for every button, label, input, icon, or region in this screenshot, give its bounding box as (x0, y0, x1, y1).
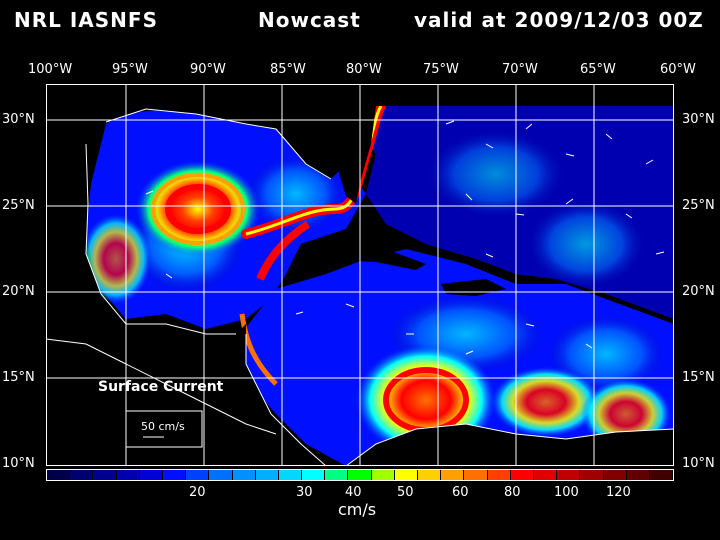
lat-label: 10°N (2, 456, 35, 471)
colorbar-swatch (139, 470, 163, 480)
lat-label: 25°N (2, 198, 35, 213)
south-america-land (346, 424, 674, 466)
north-america-land (46, 84, 674, 466)
title-bar: NRL IASNFS Nowcast valid at 2009/12/03 0… (0, 0, 720, 40)
lon-label: 95°W (112, 62, 148, 77)
colorbar-swatch (371, 470, 395, 480)
colorbar-swatch (93, 470, 117, 480)
color-bar (46, 469, 674, 481)
colorbar-tick: 100 (554, 485, 579, 500)
cuba-land (296, 242, 426, 270)
colorbar-swatch (626, 470, 650, 480)
current-vectors (145, 120, 665, 355)
current-map: Surface Current 50 cm/s (46, 84, 674, 466)
colorbar-units: cm/s (338, 500, 377, 519)
colorbar-swatch (418, 470, 442, 480)
lat-label: 25°N (682, 198, 715, 213)
colorbar-swatch (302, 470, 326, 480)
lat-label: 30°N (682, 112, 715, 127)
lat-label: 20°N (682, 284, 715, 299)
colorbar-swatch (325, 470, 349, 480)
colorbar-tick: 50 (397, 485, 414, 500)
colorbar-tick: 40 (345, 485, 362, 500)
vector-legend-box (125, 410, 203, 448)
agency-title: NRL IASNFS (14, 8, 158, 32)
colorbar-swatch (70, 470, 94, 480)
colorbar-swatch (348, 470, 372, 480)
colorbar-swatch (255, 470, 279, 480)
colorbar-swatch (232, 470, 256, 480)
colorbar-tick: 20 (189, 485, 206, 500)
colorbar-swatch (278, 470, 303, 480)
colorbar-swatch (603, 470, 627, 480)
colorbar-swatch (557, 470, 581, 480)
product-title: Nowcast (258, 8, 361, 32)
colorbar-swatch (394, 470, 418, 480)
lon-label: 60°W (660, 62, 696, 77)
lon-label: 75°W (423, 62, 459, 77)
lon-label: 80°W (346, 62, 382, 77)
lat-label: 10°N (682, 456, 715, 471)
lon-label: 70°W (502, 62, 538, 77)
colorbar-swatch (487, 470, 511, 480)
lat-label: 30°N (2, 112, 35, 127)
colorbar-tick: 60 (452, 485, 469, 500)
lat-lon-grid (46, 84, 674, 466)
colorbar-swatch (209, 470, 233, 480)
colorbar-swatch (533, 470, 558, 480)
field-label: Surface Current (98, 379, 224, 395)
lat-label: 15°N (682, 370, 715, 385)
lat-label: 20°N (2, 284, 35, 299)
valid-time: valid at 2009/12/03 00Z (414, 8, 704, 32)
colorbar-swatch (47, 470, 71, 480)
colorbar-swatch (580, 470, 604, 480)
colorbar-swatch (649, 470, 674, 480)
lon-label: 85°W (270, 62, 306, 77)
vector-legend-label: 50 cm/s (141, 420, 185, 433)
lon-label: 65°W (580, 62, 616, 77)
lon-label: 100°W (28, 62, 73, 77)
colorbar-tick: 120 (606, 485, 631, 500)
colorbar-swatch (116, 470, 140, 480)
colorbar-swatch (510, 470, 534, 480)
florida-land (331, 106, 376, 204)
colorbar-tick: 80 (504, 485, 521, 500)
colorbar-swatch (464, 470, 488, 480)
lat-label: 15°N (2, 370, 35, 385)
lon-label: 90°W (190, 62, 226, 77)
colorbar-tick: 30 (296, 485, 313, 500)
colorbar-swatch (162, 470, 187, 480)
colorbar-swatch (441, 470, 465, 480)
colorbar-swatch (186, 470, 210, 480)
